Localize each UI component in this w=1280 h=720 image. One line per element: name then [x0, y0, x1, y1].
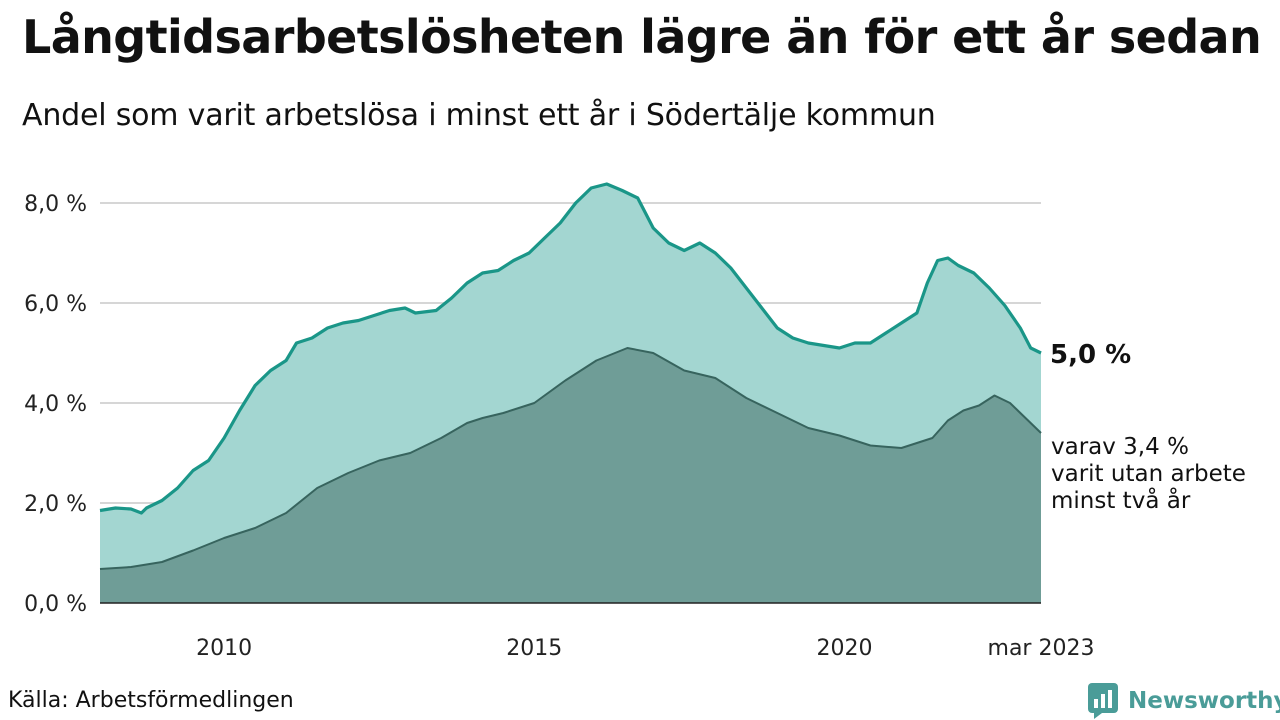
y-tick-label: 4,0 %: [24, 392, 87, 417]
chart-title: Långtidsarbetslösheten lägre än för ett …: [22, 10, 1262, 64]
longterm-area: [100, 348, 1041, 603]
newsworthy-icon: [1088, 683, 1118, 719]
longterm-end-label-line: varav 3,4 %: [1051, 434, 1189, 460]
source-note: Källa: Arbetsförmedlingen: [8, 688, 294, 713]
total-end-label: 5,0 %: [1050, 340, 1131, 370]
x-tick-label: 2020: [817, 636, 873, 661]
area-chart: 0,0 % 2,0 % 4,0 % 6,0 % 8,0 % 2010 2015 2020 mar…: [24, 182, 1246, 661]
axes: 0,0 % 2,0 % 4,0 % 6,0 % 8,0 % 2010 2015 2020 mar…: [24, 192, 1094, 661]
end-labels: 5,0 % varav 3,4 % varit utan arbete minst t…: [1050, 340, 1246, 514]
y-tick-label: 2,0 %: [24, 492, 87, 517]
brand-name: Newsworthy: [1128, 688, 1280, 714]
x-tick-label: 2010: [196, 636, 252, 661]
longterm-end-label: varav 3,4 % varit utan arbete minst två år: [1051, 434, 1246, 514]
chart-subtitle: Andel som varit arbetslösa i minst ett å…: [22, 98, 936, 133]
y-tick-label: 8,0 %: [24, 192, 87, 217]
longterm-end-label-line: minst två år: [1051, 486, 1191, 514]
x-tick-label: mar 2023: [988, 636, 1095, 661]
y-tick-label: 0,0 %: [24, 592, 87, 617]
x-tick-label: 2015: [506, 636, 562, 661]
y-tick-label: 6,0 %: [24, 292, 87, 317]
areas: [99, 182, 1042, 603]
total-line: [99, 182, 1042, 515]
longterm-line: [99, 347, 1042, 570]
brand-logo[interactable]: Newsworthy: [1088, 683, 1280, 719]
longterm-end-label-line: varit utan arbete: [1051, 461, 1246, 487]
